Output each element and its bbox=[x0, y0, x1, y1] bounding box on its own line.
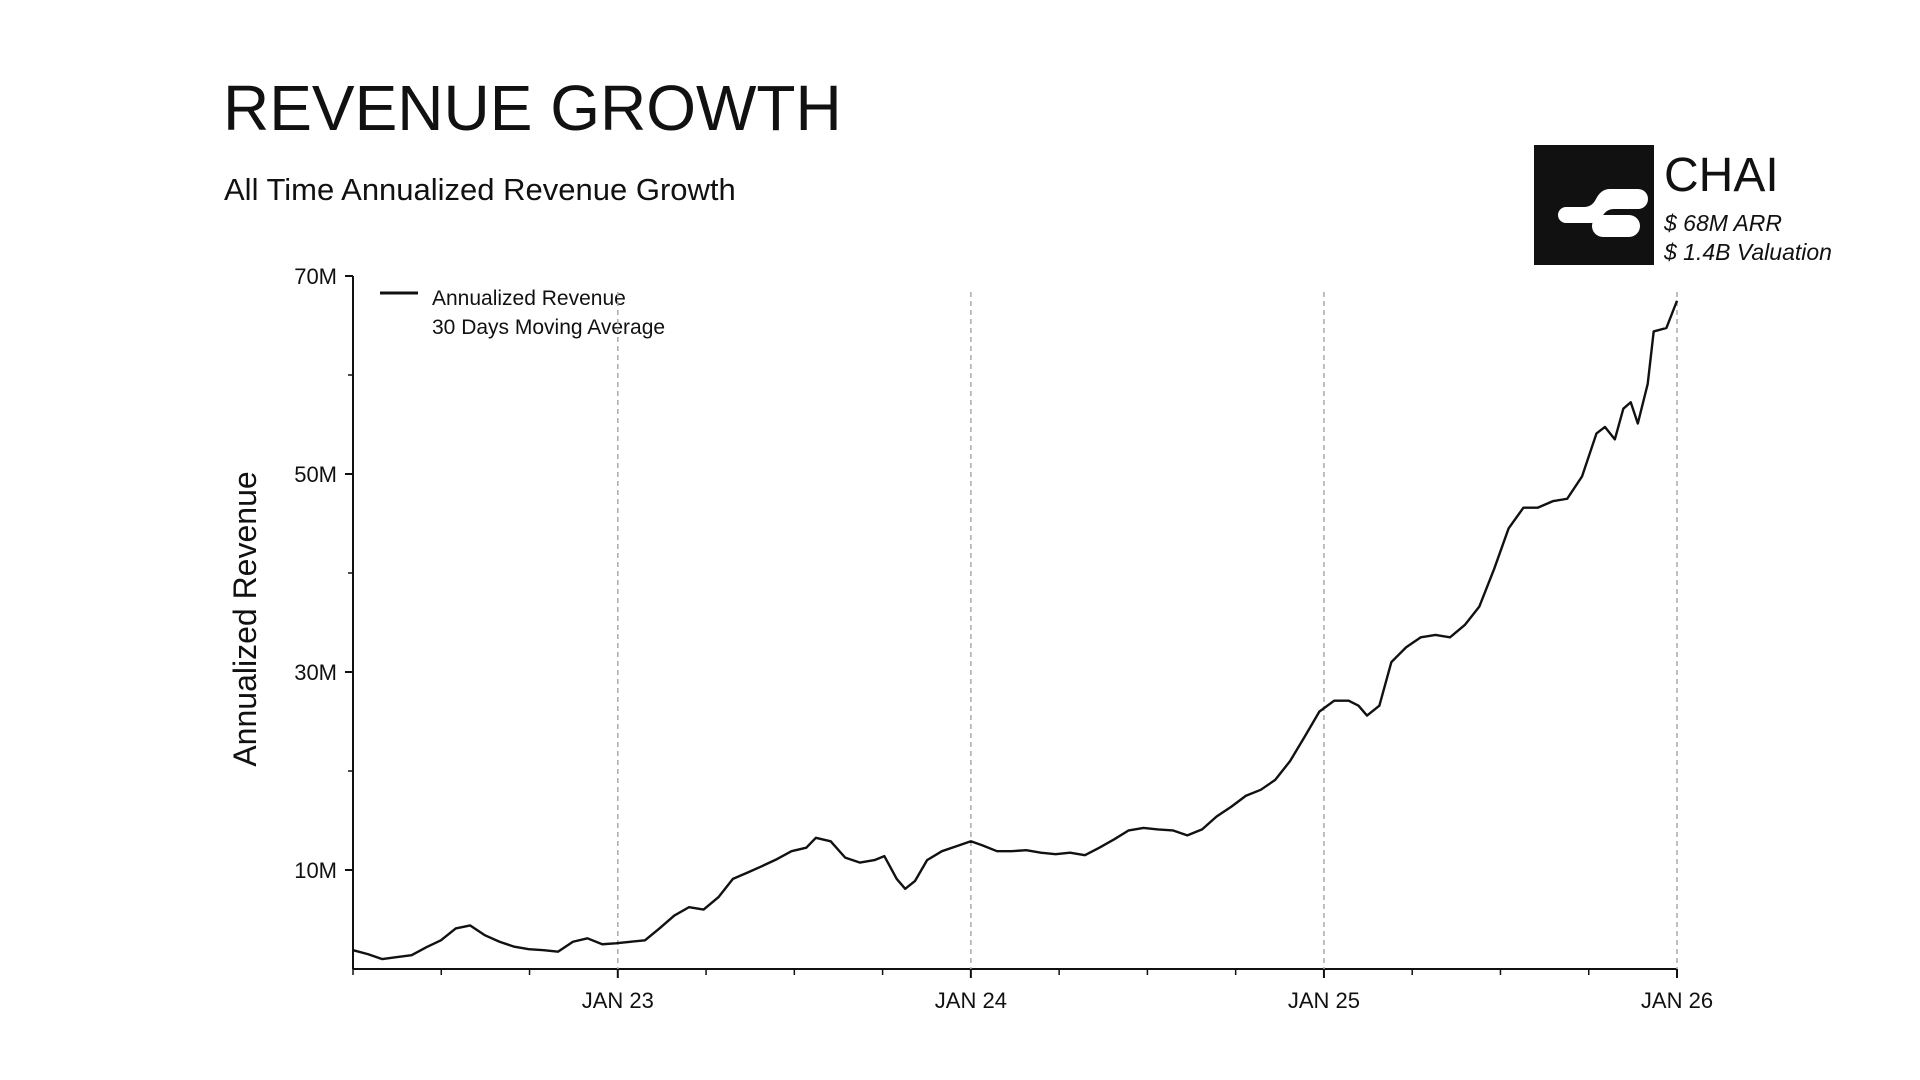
legend-note: 30 Days Moving Average bbox=[432, 316, 665, 339]
y-tick-label: 10M bbox=[294, 858, 337, 883]
y-tick-label: 50M bbox=[294, 462, 337, 487]
legend-label: Annualized Revenue bbox=[432, 287, 626, 310]
x-tick-label: JAN 26 bbox=[1641, 988, 1713, 1013]
y-axis-label: Annualized Revenue bbox=[227, 471, 263, 766]
y-tick-label: 30M bbox=[294, 660, 337, 685]
y-tick-label: 70M bbox=[294, 264, 337, 289]
logo-shape bbox=[1592, 215, 1640, 237]
x-tick-label: JAN 23 bbox=[582, 988, 654, 1013]
logo-shape bbox=[1558, 189, 1648, 223]
badge: CHAI $ 68M ARR $ 1.4B Valuation bbox=[1534, 145, 1832, 265]
line-series bbox=[352, 300, 1679, 961]
badge-line: $ 1.4B Valuation bbox=[1663, 239, 1832, 265]
chart-title: REVENUE GROWTH bbox=[223, 72, 842, 144]
badge-line: $ 68M ARR bbox=[1663, 210, 1782, 236]
badge-name: CHAI bbox=[1664, 149, 1779, 202]
chart-subtitle: All Time Annualized Revenue Growth bbox=[224, 172, 736, 207]
x-tick-label: JAN 24 bbox=[935, 988, 1007, 1013]
x-tick-label: JAN 25 bbox=[1288, 988, 1360, 1013]
